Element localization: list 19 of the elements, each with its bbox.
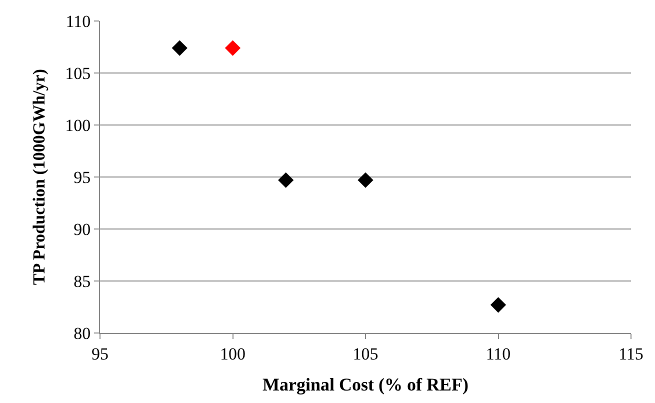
x-tick-label: 105 <box>352 344 378 364</box>
y-tick-label: 80 <box>74 324 91 343</box>
y-tick-label: 90 <box>74 220 91 239</box>
y-tick-label: 110 <box>66 12 91 31</box>
x-tick-label: 95 <box>92 344 108 364</box>
point <box>224 40 241 56</box>
point <box>172 40 188 56</box>
x-tick-label: 110 <box>486 344 511 364</box>
x-tick-label: 115 <box>618 344 644 364</box>
y-tick-label: 85 <box>74 272 91 291</box>
x-tick-label: 100 <box>220 344 246 364</box>
point <box>358 172 374 188</box>
point <box>278 172 294 188</box>
x-axis-title: Marginal Cost (% of REF) <box>262 374 468 394</box>
y-tick-label: 100 <box>65 116 91 135</box>
point <box>490 297 506 313</box>
y-axis-title: TP Production (1000GWh/yr) <box>30 69 49 285</box>
y-tick-label: 105 <box>65 64 91 83</box>
y-tick-label: 95 <box>74 168 91 187</box>
